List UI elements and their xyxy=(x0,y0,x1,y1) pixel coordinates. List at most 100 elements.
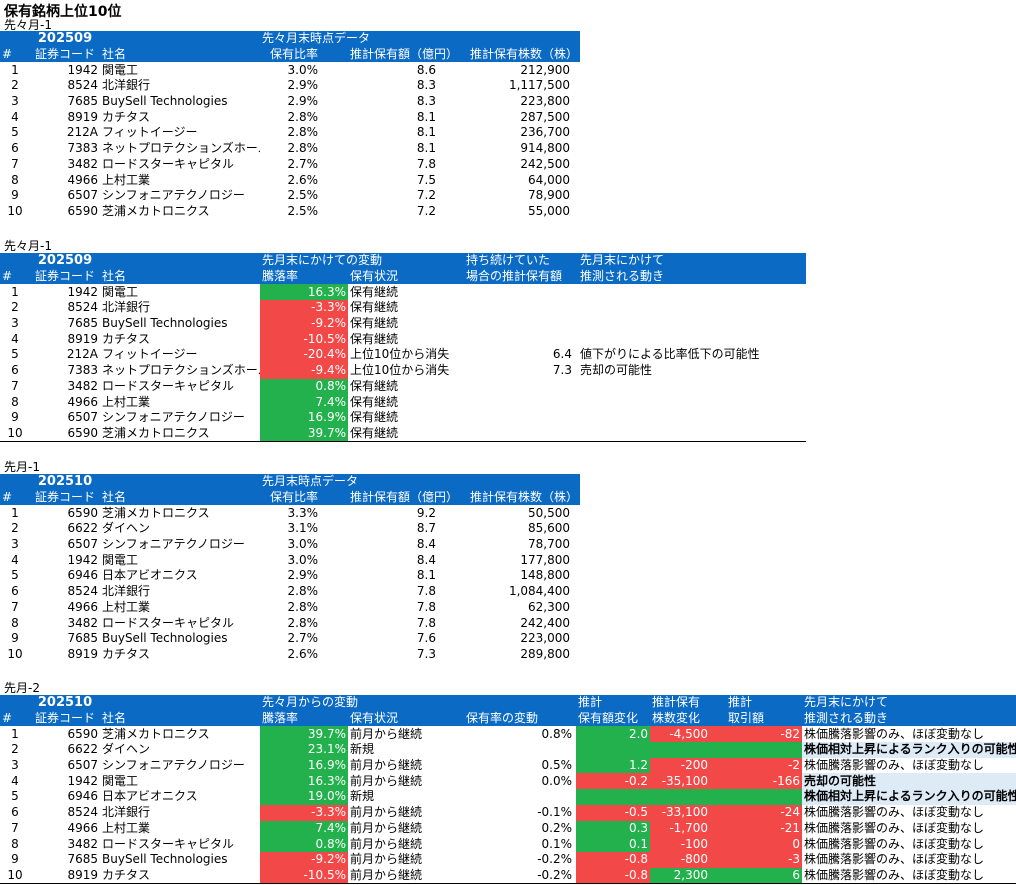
holding-status: 上位10位から消失 xyxy=(350,363,450,378)
holding-status: 前月から継続 xyxy=(348,867,464,885)
security-code: 3482 xyxy=(67,615,98,630)
change-rate: 16.3% xyxy=(260,284,348,301)
holding-ratio: 2.7% xyxy=(287,156,319,171)
estimated-shares: 914,800 xyxy=(520,141,571,156)
security-code: 6622 xyxy=(67,521,98,536)
company-name: フィットイージー xyxy=(102,125,198,140)
holding-status: 保有継続 xyxy=(350,331,399,346)
change-rate: 39.7% xyxy=(260,425,348,443)
company-name: カチタス xyxy=(102,109,151,124)
table-row: 9 6507 シンフォニアテクノロジー 16.9% 保有継続 xyxy=(0,409,806,426)
group-header: 先々月末時点データ xyxy=(260,31,581,47)
row-num: 4 xyxy=(11,773,19,788)
estimated-move: 株価騰落影響のみ、ほぼ変動なし xyxy=(804,820,985,835)
holding-ratio: 2.7% xyxy=(287,631,319,646)
row-num: 1 xyxy=(11,62,19,77)
holding-ratio: 2.8% xyxy=(287,125,319,140)
group-header: 先月末にかけての変動 xyxy=(260,253,465,269)
col-name: 社名 xyxy=(100,46,260,63)
company-name: BuySell Technologies xyxy=(102,631,228,646)
col-amount: 推計保有額（億円） xyxy=(348,46,458,63)
company-name: 上村工業 xyxy=(102,394,151,409)
security-code: 212A xyxy=(66,125,98,140)
table-row: 8 4966 上村工業 2.6% 7.5 64,000 xyxy=(0,172,580,188)
col-est: 場合の推計保有額 xyxy=(464,268,579,285)
table-row: 3 7685 BuySell Technologies -9.2% 保有継続 xyxy=(0,315,806,332)
estimated-shares: 78,900 xyxy=(528,188,571,203)
company-name: ネットプロテクションズホールディ xyxy=(102,363,260,378)
row-num: 7 xyxy=(11,378,19,393)
holding-status: 保有継続 xyxy=(350,300,399,315)
security-code: 8524 xyxy=(67,78,98,93)
security-code: 6507 xyxy=(67,537,98,552)
estimated-shares: 64,000 xyxy=(528,172,571,187)
holding-status: 新規 xyxy=(350,742,375,757)
estimated-move xyxy=(578,394,806,410)
security-code: 4966 xyxy=(67,172,98,187)
security-code: 3482 xyxy=(67,836,98,851)
company-name: BuySell Technologies xyxy=(102,94,228,109)
company-name: ロードスターキャピタル xyxy=(102,615,235,630)
estimated-amount: 7.8 xyxy=(416,615,436,630)
security-code: 8919 xyxy=(30,867,100,885)
security-code: 7685 xyxy=(67,852,98,867)
holding-ratio: 2.8% xyxy=(287,615,319,630)
trade-amount: -2 xyxy=(726,757,803,774)
row-num: 5 xyxy=(11,568,19,583)
amount-change: -0.8 xyxy=(576,867,651,885)
period: 202510 xyxy=(30,695,100,711)
company-name: 関電工 xyxy=(102,552,139,567)
security-code: 1942 xyxy=(67,773,98,788)
ratio-change: -0.2% xyxy=(464,867,577,885)
period: 202509 xyxy=(30,31,100,47)
row-num: 10 xyxy=(7,646,23,661)
security-code: 8524 xyxy=(67,805,98,820)
security-code: 4966 xyxy=(67,599,98,614)
ratio-change: -0.2% xyxy=(537,852,573,867)
estimated-shares: 287,500 xyxy=(520,109,571,124)
holding-status: 新規 xyxy=(350,789,375,804)
row-num: 2 xyxy=(11,300,19,315)
company-name: 日本アビオニクス xyxy=(102,568,198,583)
section1-label: 先々月-1 xyxy=(4,18,52,32)
amount-change xyxy=(576,789,651,805)
estimated-amount: 8.3 xyxy=(416,94,436,109)
row-num: 3 xyxy=(11,316,19,331)
estimated-shares: 242,500 xyxy=(520,156,571,171)
estimated-shares: 148,800 xyxy=(520,568,571,583)
col-code: 証券コード xyxy=(30,268,100,285)
table-row: 7 4966 上村工業 2.8% 7.8 62,300 xyxy=(0,600,580,616)
holding-status: 保有継続 xyxy=(350,394,399,409)
company-name: ダイヘン xyxy=(102,742,151,757)
col-rate: 騰落率 xyxy=(260,268,348,285)
group-header: 先月末時点データ xyxy=(260,474,581,490)
company-name: 上村工業 xyxy=(102,820,151,835)
estimated-shares: 177,800 xyxy=(520,552,571,567)
table-row: 5 212A フィットイージー -20.4% 上位10位から消失 6.4 値下がりによる比率… xyxy=(0,347,806,363)
company-name: シンフォニアテクノロジー xyxy=(102,188,245,203)
estimated-move xyxy=(578,425,807,443)
col-code: 証券コード xyxy=(30,489,100,506)
company-name: シンフォニアテクノロジー xyxy=(102,410,245,425)
estimated-shares: 1,117,500 xyxy=(508,78,571,93)
estimated-move xyxy=(578,316,806,332)
row-num: 6 xyxy=(11,141,19,156)
change-rate: -9.2% xyxy=(260,315,348,332)
table-row: 2 8524 北洋銀行 2.9% 8.3 1,117,500 xyxy=(0,78,580,94)
shares-change: -1,700 xyxy=(650,820,727,837)
holding-status: 保有継続 xyxy=(350,378,399,393)
estimated-shares: 212,900 xyxy=(520,62,571,77)
group-trade: 推計 xyxy=(726,695,803,711)
table-row: 7 4966 上村工業 7.4% 前月から継続 0.2% 0.3 -1,700 -21 株価騰落影… xyxy=(0,820,1016,837)
table-row: 4 8919 カチタス -10.5% 保有継続 xyxy=(0,331,806,348)
shares-change xyxy=(650,789,727,805)
row-num: 9 xyxy=(11,631,19,646)
holding-ratio: 3.0% xyxy=(287,62,319,77)
estimated-hold-amount xyxy=(464,410,578,426)
col-num: # xyxy=(0,489,30,506)
estimated-amount: 8.4 xyxy=(416,537,436,552)
col-name: 社名 xyxy=(100,489,260,506)
company-name: 北洋銀行 xyxy=(102,78,151,93)
col-trade: 取引額 xyxy=(726,710,803,727)
table-row: 3 6507 シンフォニアテクノロジー 16.9% 前月から継続 0.5% 1.2 -200-… xyxy=(0,757,1016,774)
